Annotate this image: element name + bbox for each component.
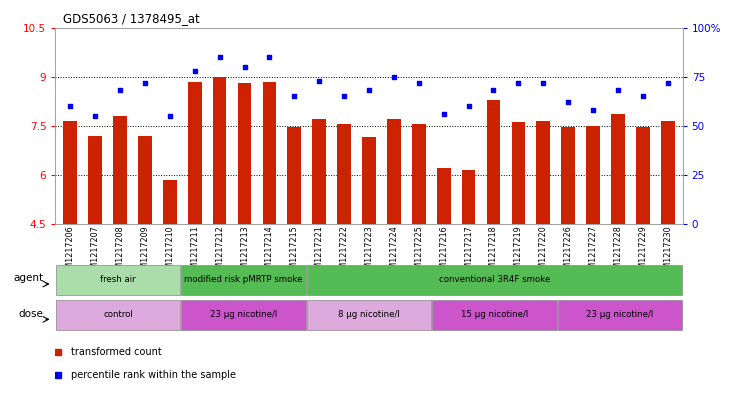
Bar [337, 124, 351, 224]
Bar [213, 77, 227, 224]
Point [363, 87, 375, 94]
Point [338, 93, 350, 99]
Bar [387, 119, 401, 224]
Bar [437, 168, 450, 224]
Bar [307, 265, 682, 295]
Bar [138, 136, 152, 224]
Point [612, 87, 624, 94]
Text: control: control [103, 310, 133, 319]
Bar [182, 265, 306, 295]
Point [413, 79, 424, 86]
Bar [113, 116, 127, 224]
Bar [362, 137, 376, 224]
Text: 8 µg nicotine/l: 8 µg nicotine/l [338, 310, 400, 319]
Point [114, 87, 126, 94]
Point [388, 73, 400, 80]
Bar [412, 124, 426, 224]
Bar [288, 127, 301, 224]
Point [438, 111, 449, 117]
Point [662, 79, 674, 86]
Bar [263, 82, 276, 224]
Point [463, 103, 475, 109]
Bar [238, 83, 252, 224]
Bar [307, 300, 431, 331]
Bar [312, 119, 326, 224]
Bar [611, 114, 625, 224]
Bar [56, 300, 180, 331]
Bar [558, 300, 682, 331]
Point [314, 77, 325, 84]
Text: 23 µg nicotine/l: 23 µg nicotine/l [586, 310, 654, 319]
Bar [432, 300, 556, 331]
Point [289, 93, 300, 99]
Bar [661, 121, 675, 224]
Text: conventional 3R4F smoke: conventional 3R4F smoke [439, 275, 550, 284]
Bar [486, 99, 500, 224]
Text: agent: agent [13, 274, 43, 283]
Text: fresh air: fresh air [100, 275, 136, 284]
Bar [56, 265, 180, 295]
Bar [511, 123, 525, 224]
Bar [163, 180, 176, 224]
Point [512, 79, 524, 86]
Point [64, 103, 76, 109]
Point [189, 68, 201, 74]
Point [214, 54, 226, 60]
Bar [537, 121, 550, 224]
Point [488, 87, 500, 94]
Text: GDS5063 / 1378495_at: GDS5063 / 1378495_at [63, 12, 199, 25]
Bar [586, 126, 600, 224]
Point [537, 79, 549, 86]
Text: transformed count: transformed count [71, 347, 162, 357]
Bar [89, 136, 102, 224]
Point [637, 93, 649, 99]
Bar [188, 82, 201, 224]
Text: modified risk pMRTP smoke: modified risk pMRTP smoke [184, 275, 303, 284]
Bar [562, 127, 575, 224]
Text: 15 µg nicotine/l: 15 µg nicotine/l [461, 310, 528, 319]
Point [89, 113, 101, 119]
Point [562, 99, 574, 105]
Point [139, 79, 151, 86]
Point [263, 54, 275, 60]
Text: 23 µg nicotine/l: 23 µg nicotine/l [210, 310, 277, 319]
Point [238, 64, 250, 70]
Bar [462, 170, 475, 224]
Bar [63, 121, 77, 224]
Text: dose: dose [18, 309, 43, 319]
Point [587, 107, 599, 113]
Bar [182, 300, 306, 331]
Text: percentile rank within the sample: percentile rank within the sample [71, 370, 236, 380]
Bar [636, 127, 649, 224]
Point [164, 113, 176, 119]
